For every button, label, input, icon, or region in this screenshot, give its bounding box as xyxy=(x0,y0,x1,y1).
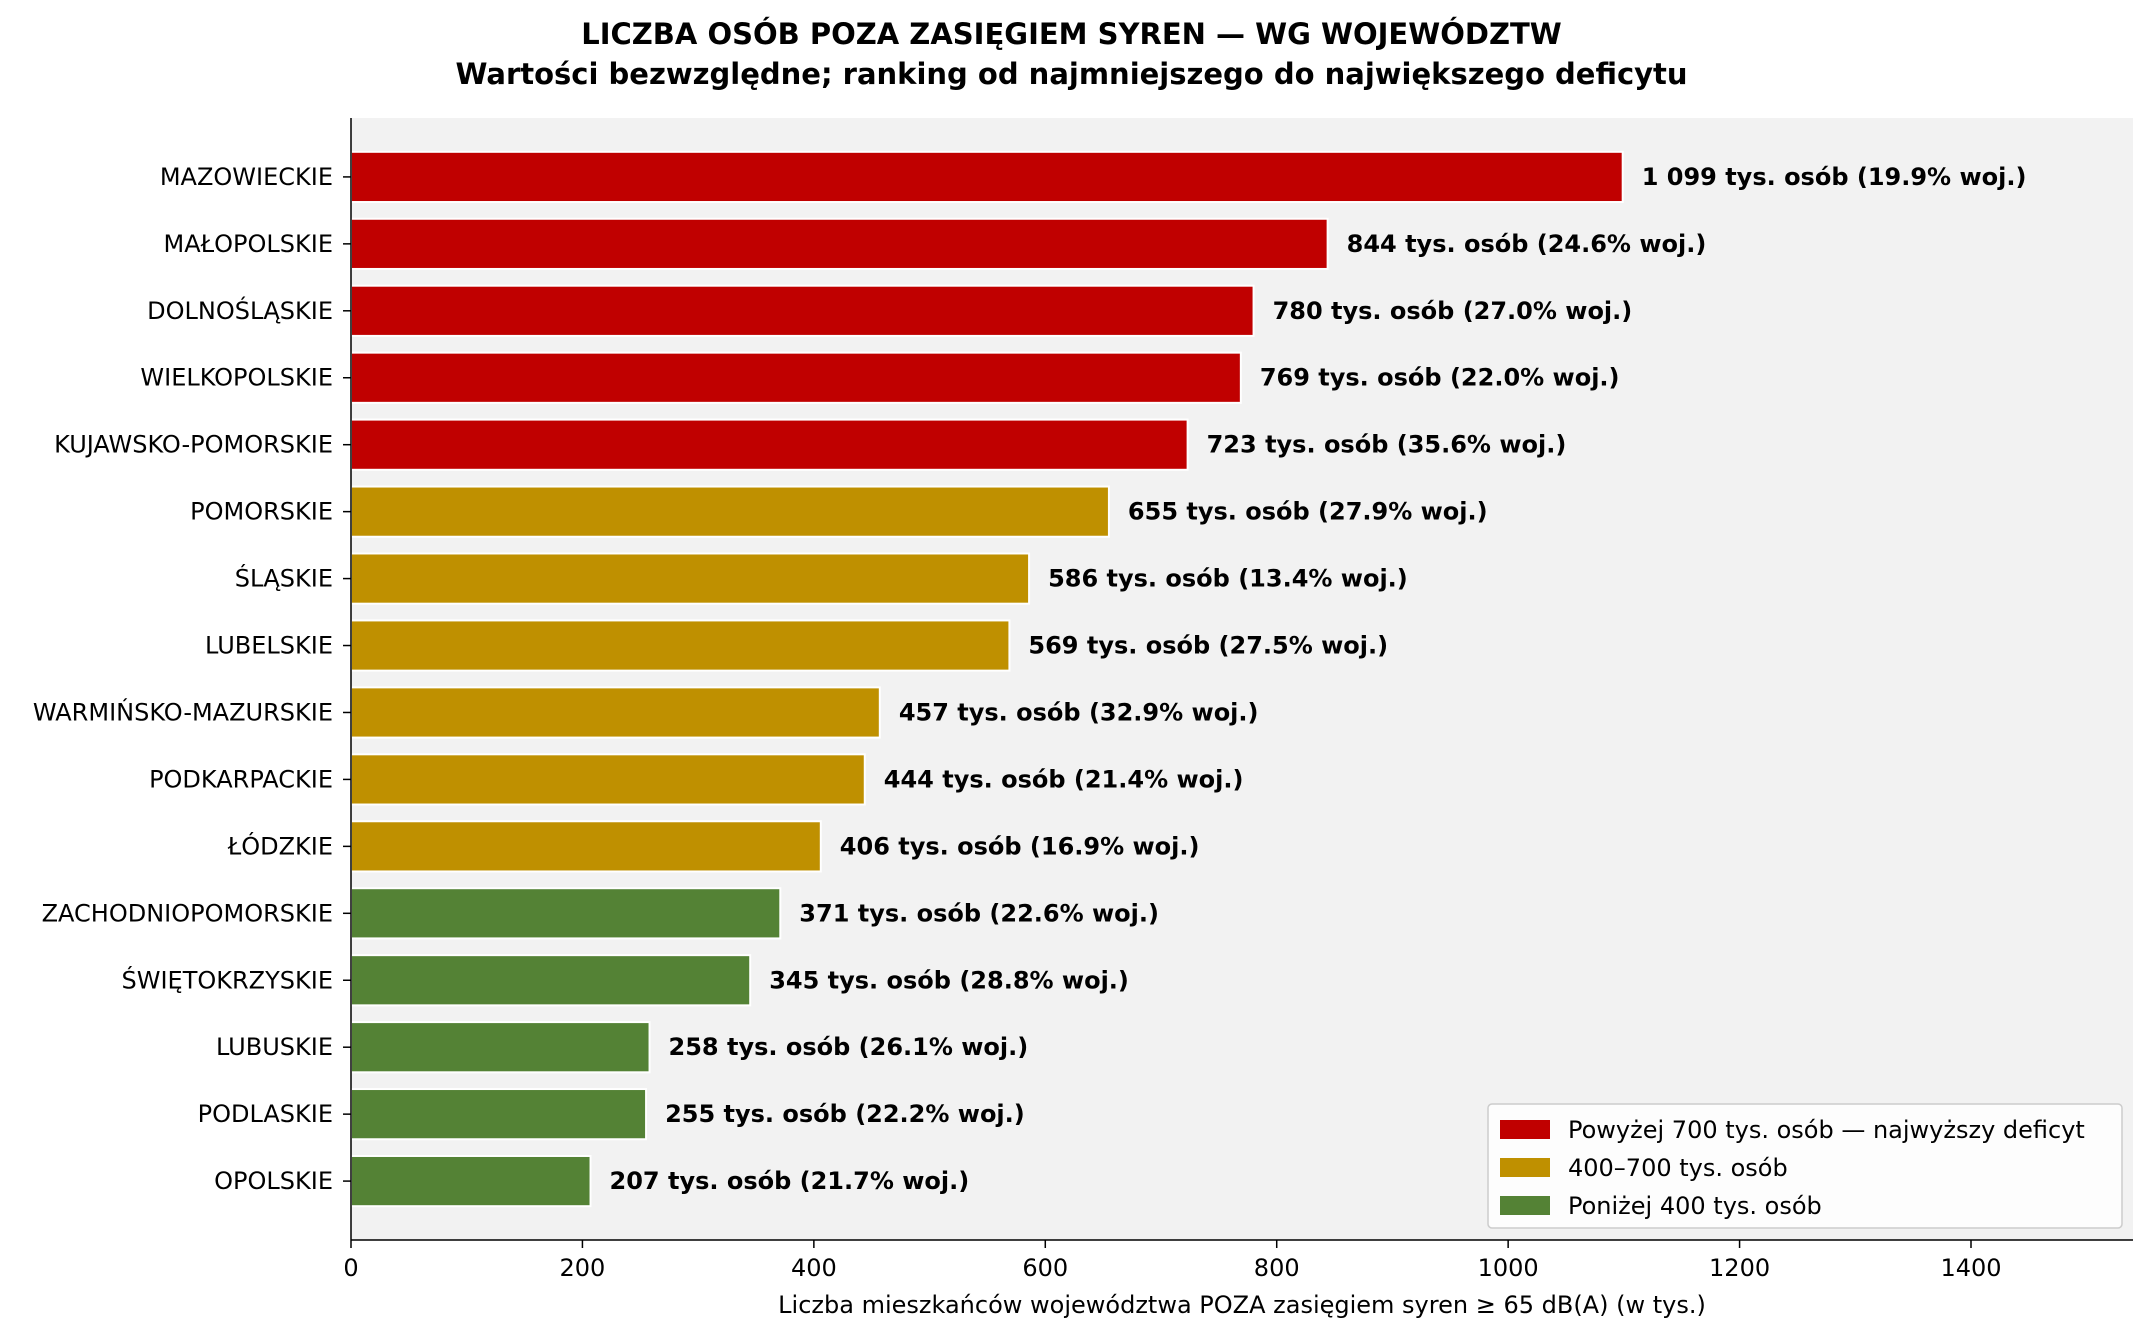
category-label: KUJAWSKO-POMORSKIE xyxy=(54,431,333,459)
bar xyxy=(350,150,1624,204)
bars-layer xyxy=(350,150,1624,1208)
chart-title: LICZBA OSÓB POZA ZASIĘGIEM SYREN — WG WO… xyxy=(581,17,1562,51)
bar xyxy=(350,954,752,1007)
data-label: 655 tys. osób (27.9% woj.) xyxy=(1128,498,1488,526)
bar xyxy=(350,485,1110,538)
category-label: LUBELSKIE xyxy=(205,632,333,660)
bar xyxy=(350,1021,651,1074)
bar xyxy=(350,887,782,940)
bar xyxy=(350,351,1242,404)
category-label: WIELKOPOLSKIE xyxy=(140,364,333,392)
data-label: 586 tys. osób (13.4% woj.) xyxy=(1048,565,1408,593)
bar xyxy=(350,820,822,873)
legend-entry: Powyżej 700 tys. osób — najwyższy deficy… xyxy=(1568,1116,2085,1144)
category-label: ŁÓDZKIE xyxy=(227,830,333,860)
data-label: 258 tys. osób (26.1% woj.) xyxy=(669,1033,1029,1061)
x-tick-label: 1400 xyxy=(1940,1254,2001,1282)
legend-swatch xyxy=(1500,1120,1550,1139)
category-label: MAŁOPOLSKIE xyxy=(164,230,333,258)
data-label: 569 tys. osób (27.5% woj.) xyxy=(1028,632,1388,660)
category-label: PODKARPACKIE xyxy=(149,765,333,793)
category-label: POMORSKIE xyxy=(190,498,333,526)
x-tick-label: 400 xyxy=(791,1254,837,1282)
bar xyxy=(350,1154,592,1208)
legend-swatch xyxy=(1500,1196,1550,1215)
x-axis-title: Liczba mieszkańców województwa POZA zasi… xyxy=(778,1291,1706,1319)
data-label: 345 tys. osób (28.8% woj.) xyxy=(769,966,1129,994)
category-label: LUBUSKIE xyxy=(216,1033,333,1061)
data-label: 371 tys. osób (22.6% woj.) xyxy=(799,899,1159,927)
data-label: 723 tys. osób (35.6% woj.) xyxy=(1207,431,1567,459)
data-label: 255 tys. osób (22.2% woj.) xyxy=(665,1100,1025,1128)
data-label: 444 tys. osób (21.4% woj.) xyxy=(884,765,1244,793)
category-label: MAZOWIECKIE xyxy=(160,163,333,191)
x-ticks: 0 200 400 600 800 1000 1200 1400 xyxy=(343,1240,2002,1282)
legend: Powyżej 700 tys. osób — najwyższy deficy… xyxy=(1487,1103,2123,1229)
x-tick-label: 200 xyxy=(560,1254,606,1282)
data-label: 406 tys. osób (16.9% woj.) xyxy=(840,832,1200,860)
category-label: WARMIŃSKO-MAZURSKIE xyxy=(33,697,333,726)
bar xyxy=(350,753,866,806)
labels-layer: MAZOWIECKIE 1 099 tys. osób (19.9% woj.) M… xyxy=(33,163,2027,1195)
data-label: 1 099 tys. osób (19.9% woj.) xyxy=(1642,163,2027,191)
legend-entry: Poniżej 400 tys. osób xyxy=(1568,1192,1822,1220)
category-label: DOLNOŚLĄSKIE xyxy=(147,295,333,325)
data-label: 457 tys. osób (32.9% woj.) xyxy=(899,698,1259,726)
legend-entry: 400–700 tys. osób xyxy=(1568,1154,1788,1182)
category-label: PODLASKIE xyxy=(198,1100,333,1128)
data-label: 780 tys. osób (27.0% woj.) xyxy=(1273,297,1633,325)
x-tick-label: 1200 xyxy=(1709,1254,1770,1282)
bar xyxy=(350,217,1329,270)
x-tick-label: 1000 xyxy=(1478,1254,1539,1282)
x-tick-label: 600 xyxy=(1022,1254,1068,1282)
bar xyxy=(350,284,1255,337)
bar xyxy=(350,619,1011,672)
legend-swatch xyxy=(1500,1158,1550,1177)
category-label: ŚWIĘTOKRZYSKIE xyxy=(122,964,334,994)
bar xyxy=(350,552,1031,605)
bar xyxy=(350,686,881,739)
x-tick-label: 0 xyxy=(343,1254,358,1282)
x-tick-label: 800 xyxy=(1254,1254,1300,1282)
category-label: OPOLSKIE xyxy=(214,1167,333,1195)
chart-subtitle: Wartości bezwzględne; ranking od najmnie… xyxy=(455,57,1688,91)
category-label: ŚLĄSKIE xyxy=(235,563,333,593)
data-label: 844 tys. osób (24.6% woj.) xyxy=(1347,230,1707,258)
bar xyxy=(350,1088,648,1141)
bar xyxy=(350,418,1189,471)
legend-frame xyxy=(1487,1103,2123,1229)
data-label: 769 tys. osób (22.0% woj.) xyxy=(1260,364,1620,392)
category-label: ZACHODNIOPOMORSKIE xyxy=(42,899,333,927)
data-label: 207 tys. osób (21.7% woj.) xyxy=(610,1167,970,1195)
